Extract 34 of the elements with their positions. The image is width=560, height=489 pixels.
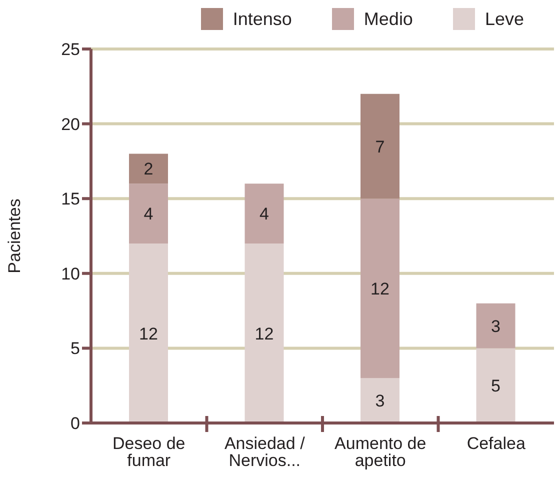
bar xyxy=(244,184,284,244)
bar xyxy=(129,154,168,184)
data-label: 7 xyxy=(375,137,385,156)
legend-label: Leve xyxy=(484,8,524,30)
data-label: 12 xyxy=(139,324,158,344)
y-tick-label: 0 xyxy=(70,414,80,434)
bar xyxy=(360,378,400,423)
bar xyxy=(476,348,516,423)
bar xyxy=(360,198,400,378)
y-axis-title: Pacientes xyxy=(5,198,24,274)
legend-label: Intenso xyxy=(232,8,292,30)
y-tick-label: 15 xyxy=(61,190,80,209)
x-tick-label: Deseo de fumar xyxy=(112,434,186,470)
y-tick-label: 25 xyxy=(61,40,80,60)
data-label: 12 xyxy=(370,279,390,298)
y-tick-label: 20 xyxy=(61,114,80,134)
bar xyxy=(244,243,284,423)
bar xyxy=(360,94,400,199)
data-label: 12 xyxy=(254,324,274,344)
data-label: 2 xyxy=(144,160,154,179)
data-label: 3 xyxy=(375,392,385,411)
data-label: 4 xyxy=(144,204,154,224)
bar xyxy=(129,184,168,244)
y-tick-label: 5 xyxy=(70,339,80,358)
y-tick-label: 10 xyxy=(61,264,80,284)
x-tick-label: Aumento de apetito xyxy=(334,434,426,470)
data-label: 4 xyxy=(260,204,269,224)
data-label: 3 xyxy=(491,316,500,336)
bar xyxy=(476,303,516,348)
x-tick-label: Cefalea xyxy=(466,434,526,454)
data-label: 5 xyxy=(491,376,500,396)
x-tick-label: Ansiedad / Nervios... xyxy=(224,434,306,470)
legend-label: Medio xyxy=(364,8,413,30)
bar xyxy=(129,243,168,423)
